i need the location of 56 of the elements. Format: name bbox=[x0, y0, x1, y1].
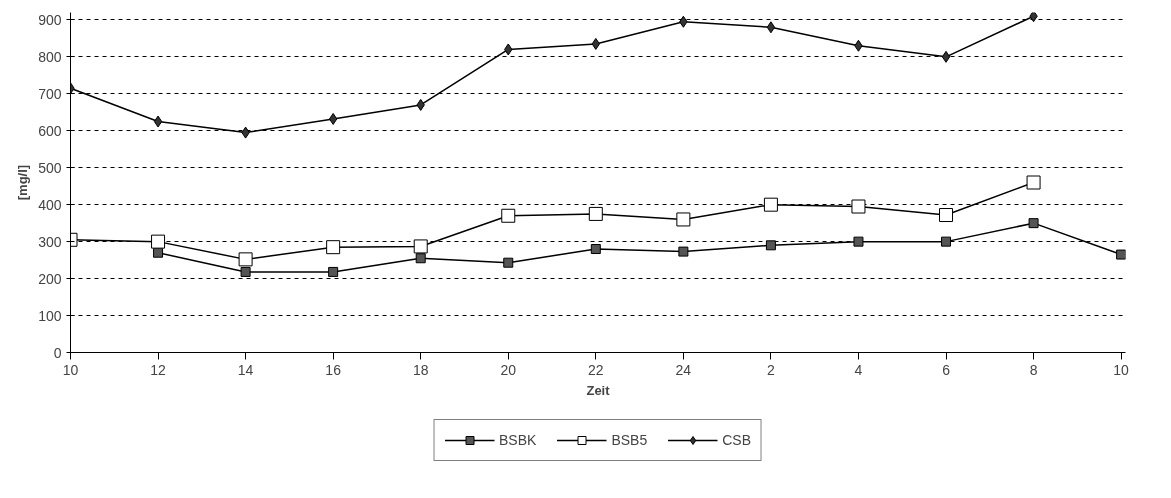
point bbox=[588, 206, 603, 221]
x-tick-label: 4 bbox=[854, 361, 863, 378]
point bbox=[853, 236, 864, 247]
y-tick-label: 200 bbox=[38, 270, 62, 287]
x-tick-label: 10 bbox=[1113, 361, 1130, 378]
y-tick-label: 900 bbox=[38, 11, 62, 28]
point bbox=[151, 234, 166, 249]
x-axis-title: Zeit bbox=[586, 382, 611, 398]
y-tick-label: 100 bbox=[38, 307, 62, 324]
point bbox=[1026, 175, 1041, 190]
point bbox=[765, 240, 776, 251]
x-tick-label: 22 bbox=[588, 361, 604, 378]
x-tick-label: 8 bbox=[1029, 361, 1038, 378]
x-tick-label: 18 bbox=[412, 361, 429, 378]
x-tick-label: 14 bbox=[237, 361, 254, 378]
point bbox=[939, 208, 954, 223]
point bbox=[413, 239, 428, 254]
point bbox=[415, 253, 426, 264]
x-tick-label: 20 bbox=[500, 361, 517, 378]
point bbox=[766, 21, 776, 34]
x-tick-label: 2 bbox=[767, 361, 776, 378]
point bbox=[153, 115, 163, 128]
point bbox=[501, 208, 516, 223]
y-tick-label: 300 bbox=[38, 233, 62, 250]
y-tick-label: 700 bbox=[38, 85, 62, 102]
point bbox=[678, 246, 689, 257]
y-tick-label: 800 bbox=[38, 48, 62, 65]
point bbox=[1028, 218, 1039, 229]
point bbox=[941, 50, 951, 63]
x-tick-label: 24 bbox=[675, 361, 692, 378]
point bbox=[941, 236, 952, 247]
y-axis-title: [mg/l] bbox=[15, 164, 31, 201]
point bbox=[503, 257, 514, 268]
point bbox=[328, 112, 338, 125]
point bbox=[590, 244, 601, 255]
point bbox=[153, 247, 164, 258]
legend-label: BSBK bbox=[499, 432, 537, 448]
y-tick-label: 400 bbox=[38, 196, 62, 213]
y-tick-label: 0 bbox=[53, 344, 62, 361]
point bbox=[676, 212, 691, 227]
point bbox=[238, 252, 253, 267]
point bbox=[240, 266, 251, 277]
point bbox=[763, 197, 778, 212]
point bbox=[1116, 249, 1126, 260]
point bbox=[326, 240, 341, 255]
x-tick-label: 10 bbox=[62, 361, 79, 378]
x-tick-label: 12 bbox=[150, 361, 167, 378]
y-tick-label: 500 bbox=[38, 159, 62, 176]
legend-label: CSB bbox=[722, 432, 751, 448]
legend-label: BSB5 bbox=[611, 432, 648, 448]
x-tick-label: 16 bbox=[325, 361, 342, 378]
point bbox=[1029, 12, 1038, 23]
point bbox=[328, 266, 339, 277]
point bbox=[851, 199, 866, 214]
y-tick-label: 600 bbox=[38, 122, 62, 139]
x-tick-label: 6 bbox=[942, 361, 951, 378]
